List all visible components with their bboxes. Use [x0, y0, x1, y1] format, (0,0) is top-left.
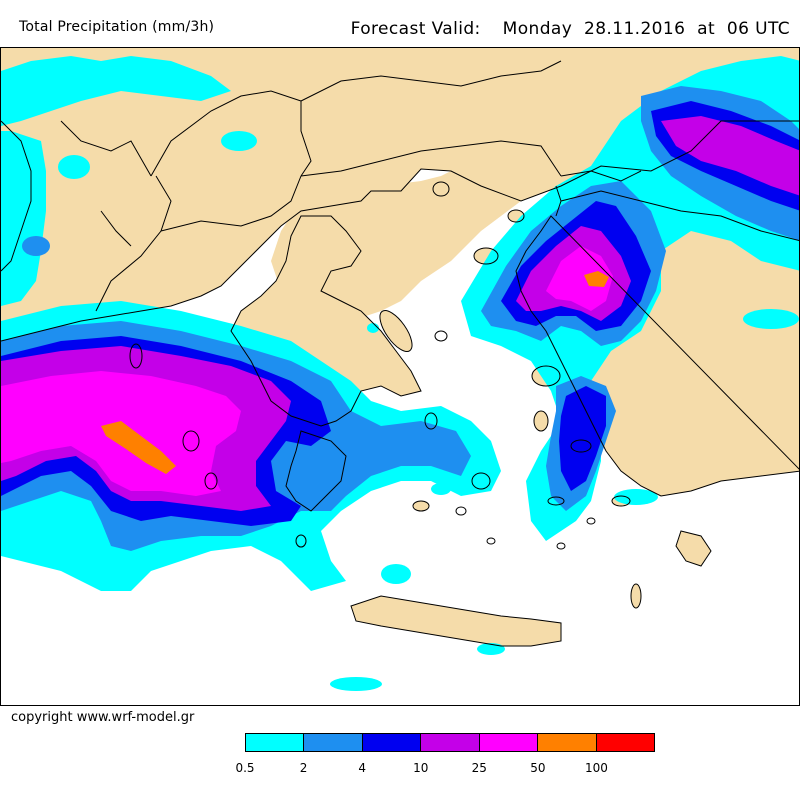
- precip-cyan-nw: [1, 56, 231, 126]
- forecast-day: Monday: [502, 19, 573, 39]
- coast-kefalonia: [182, 430, 200, 452]
- land-balkans: [1, 48, 799, 341]
- legend-swatch-5: [538, 734, 597, 751]
- border-montenegro: [100, 210, 132, 247]
- border-bosnia: [60, 120, 152, 177]
- precip-cyan-cell-4: [330, 677, 382, 691]
- precip-cyan-cell-2: [221, 131, 257, 151]
- forecast-valid-label: Forecast Valid: Monday 28.11.2016 at 06 U…: [351, 19, 790, 39]
- precip-darkblue-east-aegean: [559, 386, 606, 491]
- coast-astypalea: [556, 542, 566, 550]
- land-evia: [379, 310, 413, 352]
- coastline-crete: [350, 595, 562, 647]
- coastline-turkey: [515, 190, 799, 497]
- land-chios: [534, 411, 548, 431]
- legend-swatch-0: [246, 734, 305, 751]
- border-romania: [300, 60, 562, 102]
- coastline-rhodes: [675, 530, 712, 567]
- coast-samothraki: [507, 209, 525, 223]
- legend-label-1: 2: [299, 761, 308, 775]
- border-albania: [95, 175, 172, 312]
- land-thasos: [433, 182, 449, 196]
- coast-ikaria: [547, 496, 565, 506]
- precip-cyan-cell-3: [381, 564, 411, 584]
- coast-samos: [570, 439, 592, 453]
- coast-chios: [533, 410, 549, 432]
- map-canvas: [1, 48, 799, 705]
- land-milos: [413, 501, 429, 511]
- coast-milos: [412, 500, 430, 512]
- legend-swatch-3: [421, 734, 480, 751]
- precip-cyan-cell-1: [58, 155, 90, 179]
- chart-title: Total Precipitation (mm/3h): [19, 19, 215, 35]
- precip-orange: [101, 271, 609, 474]
- coast-andros: [424, 412, 438, 430]
- precip-cyan-cell-9: [367, 323, 379, 333]
- coastline-greece: [230, 215, 422, 427]
- forecast-time: 06 UTC: [726, 19, 790, 39]
- coast-corfu: [129, 343, 143, 369]
- border-macedonia: [160, 175, 302, 232]
- precip-cyan-cell-7: [614, 489, 658, 505]
- coast-naxos: [471, 472, 491, 490]
- coastline-italy: [1, 120, 32, 272]
- forecast-label: Forecast Valid:: [350, 19, 481, 39]
- coast-kos: [611, 495, 631, 507]
- coast-zakynthos: [204, 472, 218, 490]
- precip-cyan-italy: [1, 131, 46, 306]
- legend-label-2: 4: [358, 761, 366, 775]
- coast-santorini: [486, 537, 496, 545]
- border-serbia: [150, 90, 312, 177]
- precip-orange-ionian: [101, 421, 176, 474]
- forecast-date: 28.11.2016: [584, 19, 686, 39]
- land-karpathos: [631, 584, 641, 608]
- border-turkey-greece: [555, 185, 562, 217]
- precipitation-map: [0, 47, 800, 706]
- legend-label-5: 50: [530, 761, 546, 775]
- legend-swatch-1: [304, 734, 363, 751]
- precip-blue-cell-1: [22, 236, 50, 256]
- copyright-notice: copyright www.wrf-model.gr: [11, 710, 195, 725]
- coast-limnos: [473, 247, 499, 265]
- precipitation-legend: [245, 733, 655, 752]
- coastline-peloponnese: [285, 430, 347, 512]
- legend-swatch-2: [362, 734, 422, 751]
- coast-karpathos: [630, 583, 642, 609]
- coast-patmos: [586, 517, 596, 525]
- border-lines: [1, 60, 799, 647]
- coast-thasos: [432, 181, 450, 197]
- legend-swatch-4: [479, 734, 539, 751]
- precip-cyan-cell-8: [431, 483, 451, 495]
- forecast-at: at: [697, 19, 716, 39]
- precip-purple-ne: [661, 116, 799, 196]
- coast-lesvos: [531, 365, 561, 387]
- legend-label-6: 100: [584, 761, 608, 775]
- coast-skyros: [434, 330, 448, 342]
- precip-cyan-cell-6: [743, 309, 799, 329]
- coastline-balkans: [1, 120, 799, 342]
- legend-label-3: 10: [413, 761, 429, 775]
- coast-evia: [379, 310, 413, 352]
- legend-label-0: 0.5: [235, 761, 255, 775]
- precip-orange-north-aegean: [584, 271, 609, 287]
- legend-swatch-6: [596, 734, 654, 751]
- land-rhodes: [676, 531, 711, 566]
- border-turkey-bulgaria: [560, 170, 642, 182]
- border-bulgaria: [300, 140, 562, 177]
- legend-label-4: 25: [471, 761, 487, 775]
- coast-kythera: [295, 534, 307, 548]
- land-crete: [351, 596, 561, 646]
- coast-naxos-2: [455, 506, 467, 516]
